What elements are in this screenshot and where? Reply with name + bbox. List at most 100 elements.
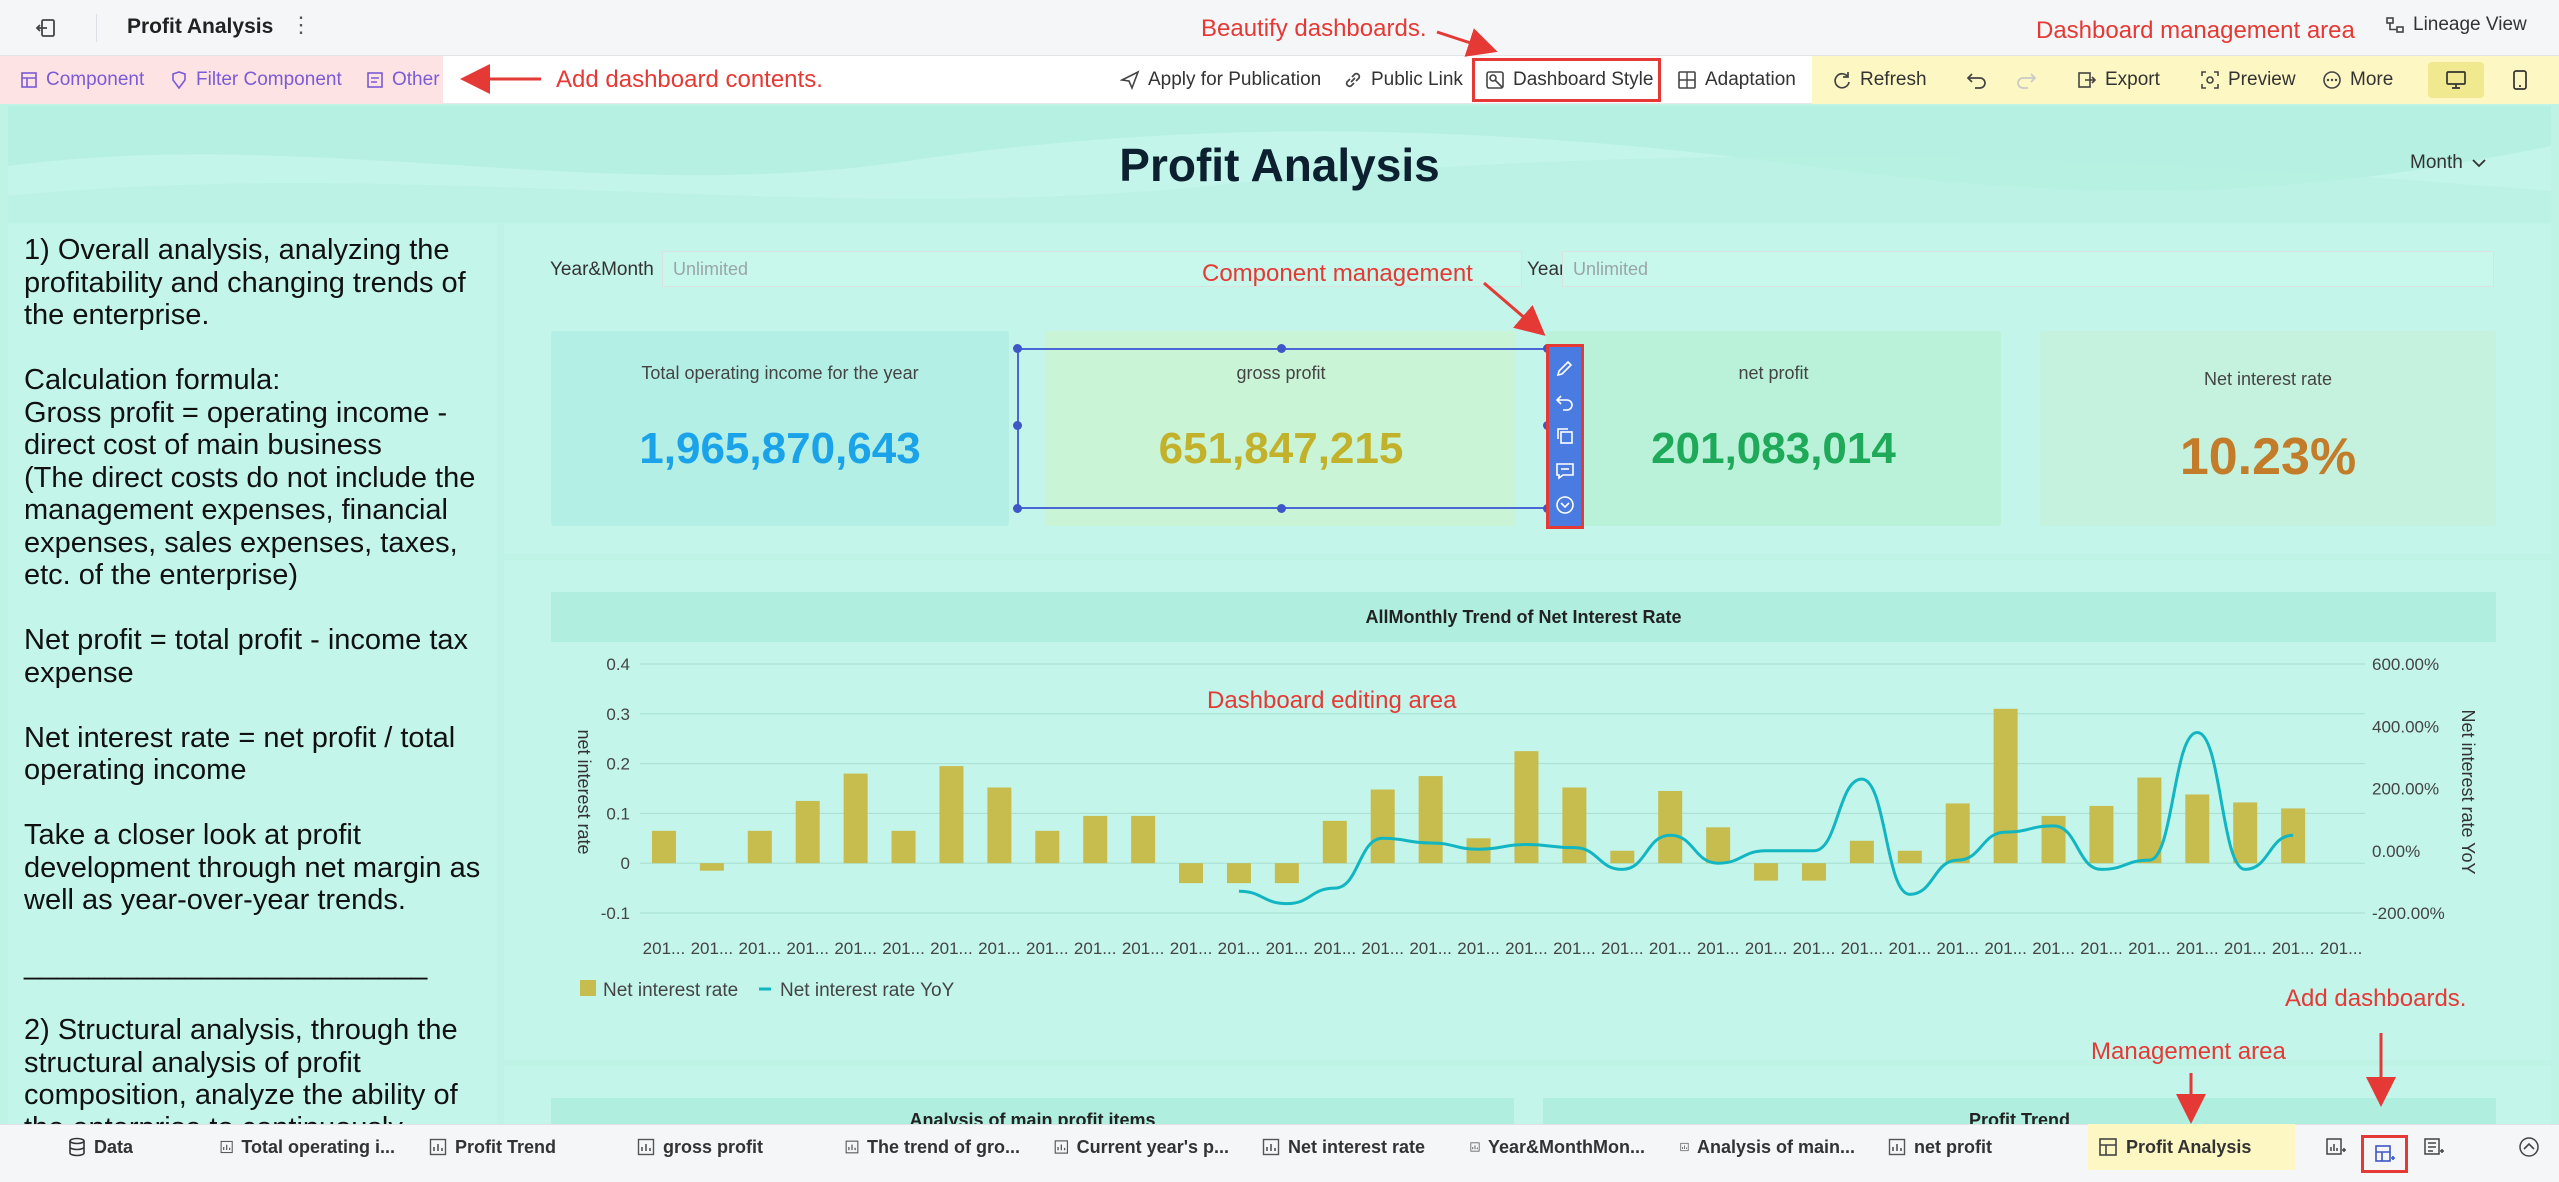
kpi-value: 651,847,215 (1158, 424, 1404, 473)
more-vertical-icon[interactable]: ⋮ (290, 12, 312, 37)
tab-chart-7[interactable]: Year&MonthMon... (1470, 1124, 1645, 1170)
tab-chart-9[interactable]: net profit (1888, 1124, 2063, 1170)
database-icon (69, 1137, 85, 1157)
copy-icon[interactable] (1555, 426, 1575, 446)
tab-chart-5[interactable]: Current year's p... (1054, 1124, 1229, 1170)
desktop-icon[interactable] (2428, 62, 2484, 98)
chart-icon (1680, 1142, 1689, 1152)
tab-label: The trend of gro... (867, 1136, 1020, 1157)
divider (96, 14, 97, 42)
resize-handle[interactable] (1277, 504, 1286, 513)
public-link-button[interactable]: Public Link (1343, 56, 1463, 104)
chart-icon (637, 1138, 655, 1156)
tab-chart-4[interactable]: The trend of gro... (845, 1124, 1020, 1170)
dashboard-style-button[interactable]: Dashboard Style (1485, 56, 1653, 104)
adaptation-icon (1678, 71, 1696, 89)
lineage-view-button[interactable]: Lineage View (2385, 14, 2527, 36)
export-button[interactable]: Export (2077, 56, 2160, 104)
preview-icon (2201, 71, 2219, 89)
tab-chart-3[interactable]: gross profit (637, 1124, 812, 1170)
tab-label: Data (94, 1136, 134, 1157)
other-icon (367, 72, 383, 88)
tab-chart-6[interactable]: Net interest rate (1262, 1124, 1437, 1170)
more-icon (2323, 71, 2341, 89)
month-select-label: Month (2410, 152, 2463, 173)
analysis-description: 1) Overall analysis, analyzing the profi… (24, 234, 481, 1124)
add-contents-area (0, 56, 443, 104)
undo-icon[interactable] (1555, 392, 1575, 412)
comment-icon[interactable] (1555, 461, 1575, 481)
undo-button[interactable] (1966, 56, 1988, 104)
adaptation-label: Adaptation (1705, 69, 1796, 90)
chart-title: AllMonthly Trend of Net Interest Rate (551, 592, 2496, 642)
apply-publication-button[interactable]: Apply for Publication (1120, 56, 1321, 104)
tab-label: Total operating i... (241, 1136, 395, 1157)
kpi-value: 10.23% (2179, 428, 2357, 486)
kpi-label: Total operating income for the year (641, 363, 919, 383)
year-filter-input[interactable]: Unlimited (1562, 251, 2494, 287)
kpi-label: net profit (1738, 363, 1809, 383)
tab-chart-8[interactable]: Analysis of main... (1680, 1124, 1855, 1170)
annotation-add-dashboards: Add dashboards. (2285, 985, 2467, 1012)
collapse-up-icon[interactable] (2518, 1124, 2540, 1170)
annotation-management-area: Dashboard management area (2036, 17, 2355, 44)
selection-frame[interactable] (1017, 348, 1548, 509)
back-icon[interactable] (30, 13, 62, 43)
top-bar: Profit Analysis ⋮ Lineage View (0, 0, 2559, 56)
tab-chart-2[interactable]: Profit Trend (429, 1124, 604, 1170)
more-button[interactable]: More (2322, 56, 2393, 104)
refresh-button[interactable]: Refresh (1832, 56, 1927, 104)
chart-icon (220, 1140, 233, 1154)
more-label: More (2350, 69, 2394, 90)
kpi-card-total-income[interactable]: Total operating income for the year 1,96… (551, 331, 1009, 526)
refresh-label: Refresh (1860, 69, 1927, 90)
undo-icon (1966, 73, 1986, 89)
filter-component-button[interactable]: Filter Component (170, 56, 342, 104)
kpi-card-gross-profit[interactable]: gross profit 651,847,215 (1046, 331, 1516, 526)
chart-icon (1262, 1138, 1280, 1156)
tab-chart-1[interactable]: Total operating i... (220, 1124, 395, 1170)
annotation-management-area-bottom: Management area (2091, 1038, 2286, 1065)
resize-handle[interactable] (1013, 344, 1022, 353)
expand-more-icon[interactable] (1555, 495, 1575, 515)
year-month-filter-input[interactable]: Unlimited (662, 251, 1522, 287)
add-chart-button[interactable] (2325, 1124, 2347, 1170)
redo-button[interactable] (2015, 56, 2037, 104)
title-panel[interactable] (8, 106, 2551, 223)
add-report-button[interactable] (2423, 1124, 2445, 1170)
tab-label: Profit Analysis (2126, 1136, 2252, 1157)
kpi-card-net-interest-rate[interactable]: Net interest rate 10.23% (2040, 331, 2496, 526)
month-select[interactable]: Month (2410, 152, 2487, 174)
tab-label: Profit Trend (455, 1136, 557, 1157)
chart-icon (1888, 1138, 1906, 1156)
kpi-label: Net interest rate (2203, 369, 2333, 389)
resize-handle[interactable] (1013, 421, 1022, 430)
resize-handle[interactable] (1277, 344, 1286, 353)
text-component[interactable]: 1) Overall analysis, analyzing the profi… (8, 224, 497, 1124)
filter-component-label: Filter Component (196, 69, 342, 90)
kpi-value: 201,083,014 (1651, 424, 1896, 473)
kpi-label: gross profit (1236, 363, 1326, 383)
export-icon (2078, 72, 2097, 88)
export-label: Export (2105, 69, 2160, 90)
edit-icon[interactable] (1555, 358, 1575, 378)
other-button[interactable]: Other (366, 56, 440, 104)
component-button[interactable]: Component (20, 56, 144, 104)
add-dashboard-button[interactable] (2361, 1135, 2408, 1173)
mobile-icon[interactable] (2500, 62, 2540, 98)
tab-profit-analysis[interactable]: Profit Analysis (2088, 1124, 2295, 1170)
resize-handle[interactable] (1013, 504, 1022, 513)
year-month-filter-label: Year&Month (550, 259, 654, 280)
add-dashboard-icon (2374, 1145, 2395, 1162)
annotation-editing-area: Dashboard editing area (1207, 687, 1457, 714)
add-report-icon (2424, 1138, 2444, 1155)
send-icon (1120, 70, 1140, 90)
adaptation-button[interactable]: Adaptation (1677, 56, 1796, 104)
tab-label: gross profit (663, 1136, 764, 1157)
chart-icon (1470, 1142, 1480, 1152)
kpi-card-net-profit[interactable]: net profit 201,083,014 (1546, 331, 2001, 526)
chart-icon (429, 1138, 447, 1156)
preview-button[interactable]: Preview (2200, 56, 2296, 104)
tab-data[interactable]: Data (68, 1124, 133, 1170)
chart-icon (1054, 1140, 1069, 1154)
